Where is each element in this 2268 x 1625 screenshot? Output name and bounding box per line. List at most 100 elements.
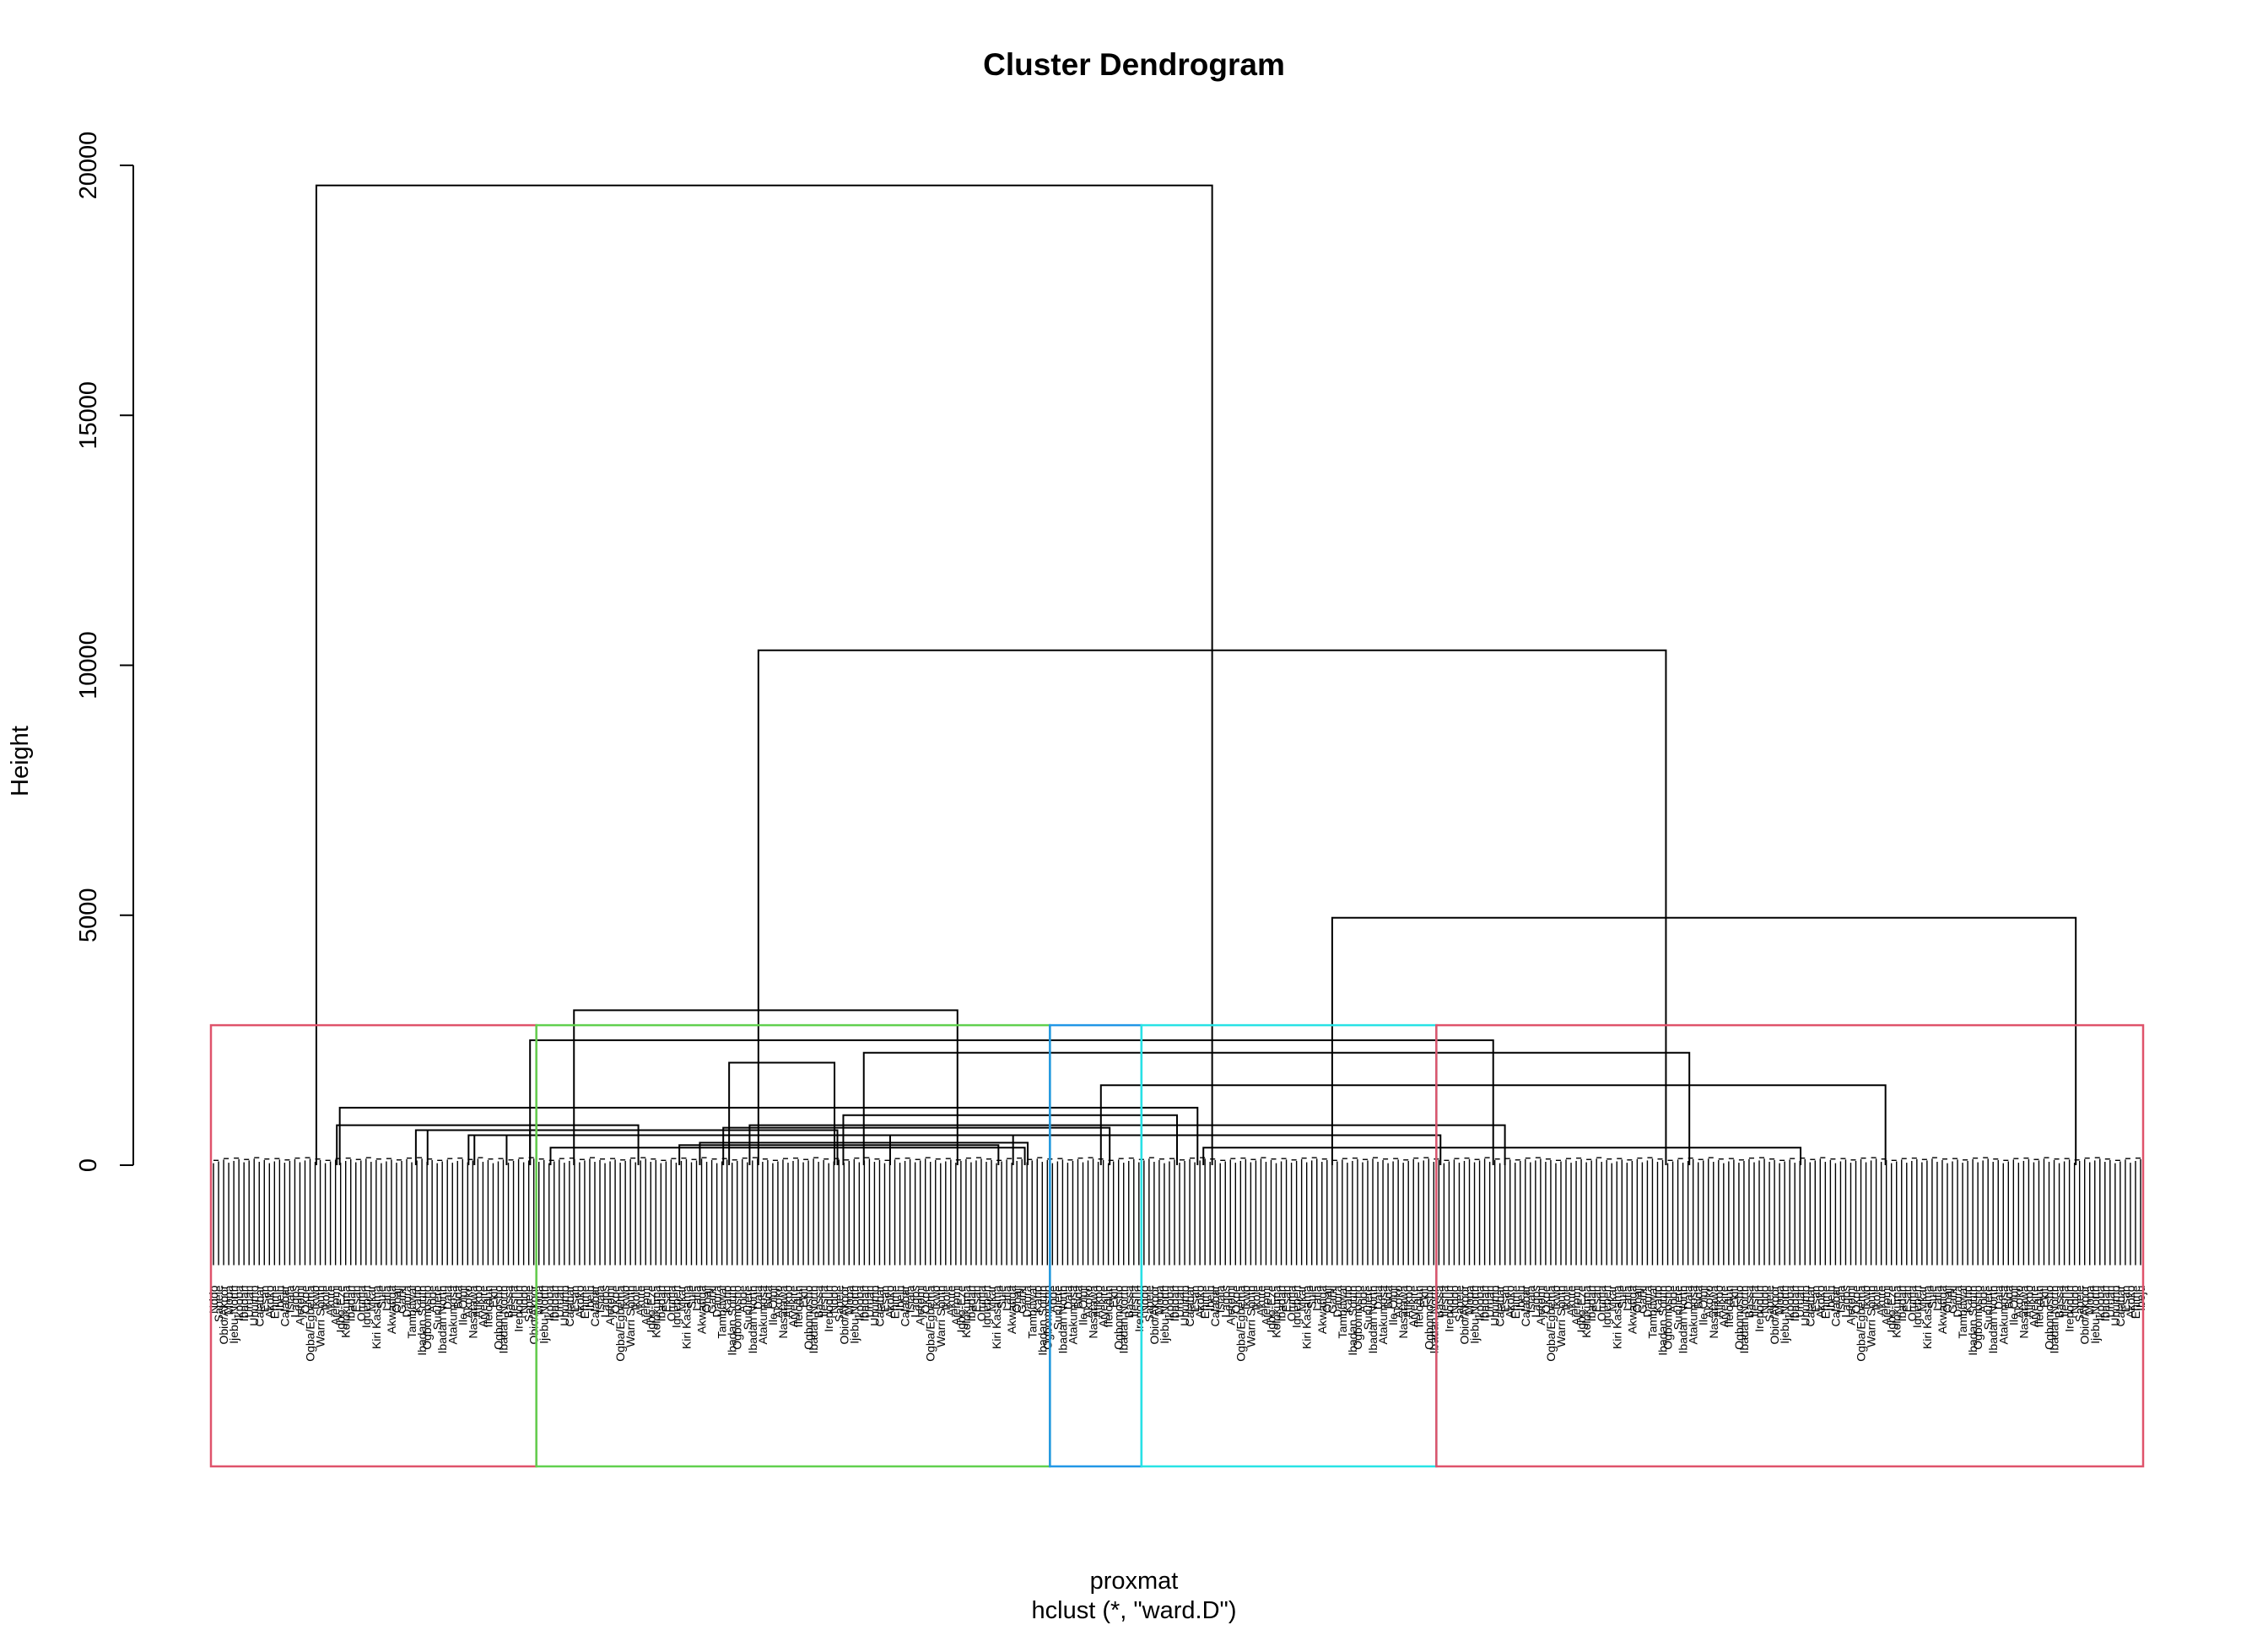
- leaf-label: Mopa: [1463, 1285, 1477, 1315]
- leaf-label: Nasarawa: [776, 1285, 790, 1338]
- leaf-label: Aboe: [1356, 1285, 1369, 1313]
- leaf-label: Akoko: [262, 1285, 276, 1318]
- leaf-label: Ikpoba: [852, 1285, 866, 1320]
- leaf-label: Ibadan: [1168, 1286, 1181, 1322]
- leaf-label: Ikpoba: [543, 1285, 556, 1320]
- leaf-label: Afikpo: [1401, 1285, 1415, 1318]
- leaf-label: Akoko: [2124, 1285, 2137, 1318]
- leaf-label: Kiri Kasama: [679, 1285, 693, 1349]
- leaf-label: Nasarawa: [2017, 1285, 2030, 1338]
- leaf-label: Akoko: [2012, 1285, 2025, 1318]
- leaf-label: Dala: [1682, 1285, 1695, 1309]
- leaf-label: Kano: [721, 1285, 734, 1313]
- leaf-label: Ibadan North: [1366, 1286, 1380, 1354]
- leaf-label: Igueben: [1600, 1286, 1613, 1329]
- leaf-label: Kano: [1341, 1285, 1354, 1313]
- leaf-label: Ibadan South: [415, 1286, 429, 1356]
- leaf-label: Bassa: [502, 1285, 516, 1318]
- leaf-label: Okpe: [1228, 1285, 1242, 1314]
- leaf-label: Ibadan North: [1677, 1286, 1690, 1354]
- leaf-label: Calabar: [1828, 1285, 1842, 1326]
- leaf-label: Ibadan North: [1986, 1286, 2000, 1354]
- leaf-label: Ijebu-North: [537, 1286, 551, 1344]
- leaf-label: Ikole: [319, 1285, 332, 1310]
- leaf-label: Igbo-Eze: [644, 1285, 657, 1332]
- leaf-label: Oruma: [664, 1285, 678, 1321]
- leaf-label: Aboe: [736, 1285, 749, 1313]
- leaf-label: Ikwo: [1860, 1285, 1873, 1309]
- leaf-label: Atakumosa: [756, 1285, 770, 1344]
- chart-title: Cluster Dendrogram: [983, 47, 1285, 82]
- leaf-label: Akure: [1564, 1285, 1578, 1316]
- leaf-label: Lagos: [598, 1286, 612, 1318]
- leaf-label: Daura: [400, 1285, 413, 1317]
- leaf-label: Daura: [1640, 1285, 1654, 1317]
- leaf-label: Daura: [1020, 1285, 1034, 1317]
- leaf-label: Garki: [1946, 1286, 1959, 1314]
- leaf-label: Calabar: [563, 1285, 576, 1326]
- leaf-label: Ile-Oluji: [766, 1286, 780, 1325]
- leaf-label: Afikpo: [781, 1285, 795, 1318]
- leaf-label: Igbo-Eze: [1574, 1285, 1588, 1332]
- leaf-label: Bida: [1381, 1285, 1395, 1309]
- leaf-label: Ogbomosho: [1971, 1285, 1984, 1349]
- leaf-label: Lafia: [1620, 1285, 1634, 1311]
- leaf-label: Akoko: [1391, 1285, 1405, 1318]
- leaf-label: Uruan: [1173, 1286, 1186, 1318]
- leaf-label: Dala: [1371, 1285, 1385, 1309]
- leaf-label: Sapele: [522, 1285, 536, 1322]
- leaf-label: Lagos: [1529, 1286, 1542, 1318]
- leaf-label: Okpe: [1850, 1285, 1863, 1314]
- leaf-label: Nddo: [1447, 1285, 1461, 1314]
- leaf-label: Atakumosa: [1376, 1285, 1390, 1344]
- leaf-label: Ikole: [629, 1285, 642, 1310]
- leaf-label: Ifelodun: [1412, 1286, 1425, 1328]
- leaf-label: Lagos: [288, 1286, 301, 1318]
- leaf-label: Calabar: [1519, 1285, 1532, 1326]
- leaf-label: Ogbomosho: [1661, 1285, 1675, 1349]
- leaf-label: Ekiti: [1417, 1286, 1430, 1308]
- leaf-label: Akoko: [573, 1285, 586, 1318]
- leaf-label: Obio/Akpor: [1457, 1285, 1471, 1344]
- leaf-label: Akwanga: [1005, 1285, 1018, 1334]
- x-axis-label: proxmat: [1089, 1568, 1179, 1595]
- merge-branch: [862, 1051, 1691, 1165]
- leaf-label: Ehime: [888, 1285, 902, 1319]
- leaf-label: Calabar: [278, 1285, 291, 1326]
- leaf-label: Akoko: [1193, 1285, 1207, 1318]
- leaf-label: Okpe: [298, 1285, 311, 1314]
- leaf-label: Calabar: [872, 1285, 886, 1326]
- leaf-label: Calabar: [588, 1285, 602, 1326]
- leaf-label: Unuimo: [247, 1285, 261, 1325]
- leaf-label: Ajeromi: [1569, 1286, 1583, 1325]
- leaf-label: Ajeromi: [1844, 1286, 1857, 1325]
- leaf-label: Akwanga: [1315, 1285, 1329, 1334]
- leaf-label: Ikpoba: [232, 1285, 246, 1320]
- leaf-label: Uruan: [553, 1286, 566, 1318]
- leaf-label: Lagos: [909, 1286, 922, 1318]
- leaf-label: Igbo-Eze: [1264, 1285, 1277, 1332]
- leaf-label: Surulere: [741, 1285, 754, 1330]
- leaf-label: Isiala: [1213, 1285, 1227, 1313]
- leaf-label: Kiri Kasama: [370, 1285, 383, 1349]
- leaf-label: Ibeju: [583, 1286, 597, 1311]
- leaf-label: Garki: [1635, 1286, 1649, 1314]
- leaf-label: Uruan: [1793, 1286, 1806, 1318]
- leaf-label: Surulere: [1050, 1285, 1064, 1330]
- leaf-label: Esan: [257, 1286, 271, 1313]
- leaf-label: Tambuwal: [716, 1286, 729, 1339]
- leaf-label: Ekiti: [486, 1286, 500, 1308]
- leaf-label: Oruma: [1595, 1285, 1608, 1321]
- leaf-label: Okpe: [919, 1285, 932, 1314]
- leaf-label: Oruma: [975, 1285, 988, 1321]
- leaf-label: Ibadan South: [1656, 1286, 1670, 1356]
- leaf-label: Okpe: [608, 1285, 622, 1314]
- leaf-label: Kano: [1961, 1285, 1974, 1313]
- leaf-label: Ifelodun: [791, 1286, 805, 1328]
- leaf-label: Ajeromi: [639, 1286, 652, 1325]
- leaf-label: Esan: [878, 1286, 891, 1313]
- leaf-label: Isiala: [283, 1285, 296, 1313]
- leaf-lines: [213, 1157, 2141, 1266]
- leaf-label: Nddo: [2068, 1285, 2082, 1314]
- leaf-label: Ohaji: [390, 1286, 403, 1314]
